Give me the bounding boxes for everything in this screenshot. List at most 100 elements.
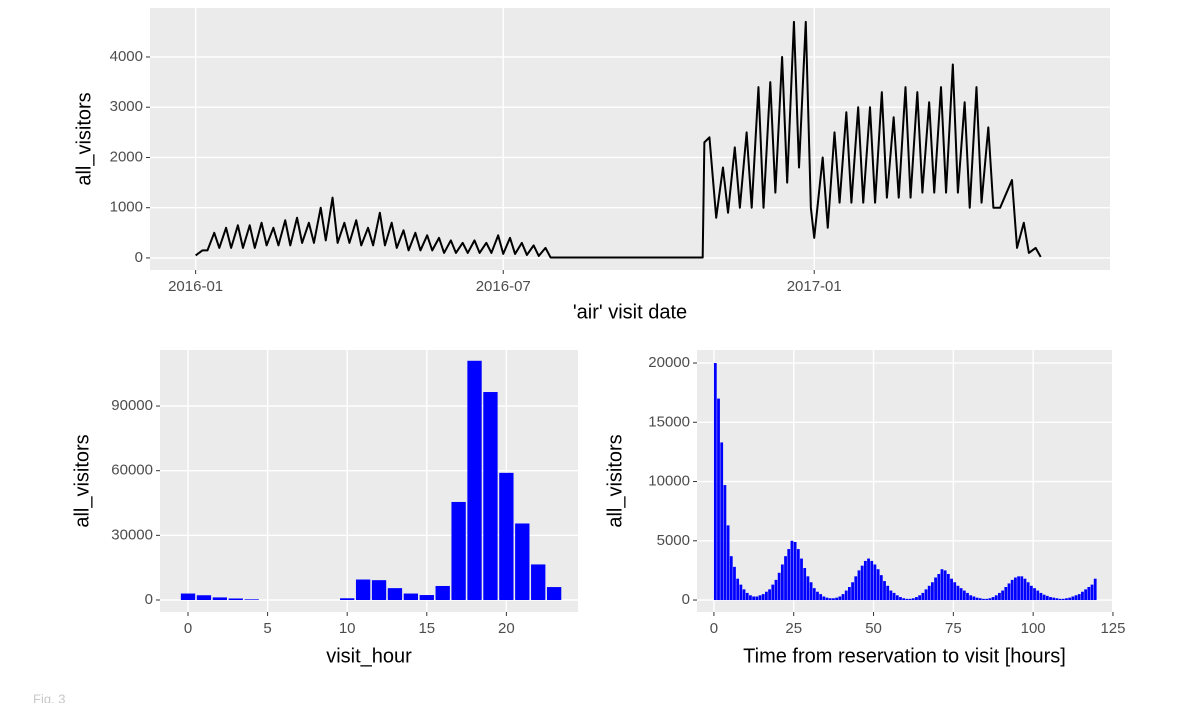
y-tick-label: 3000 (110, 98, 143, 115)
bar (546, 587, 562, 600)
bar (717, 398, 720, 601)
bar (1017, 576, 1020, 601)
bar (761, 594, 765, 601)
bar (244, 599, 259, 600)
bar (838, 596, 842, 601)
bar (196, 595, 212, 600)
x-tick-label: 0 (710, 620, 718, 637)
bar (924, 589, 928, 601)
bar (1087, 586, 1091, 601)
bar (340, 598, 355, 600)
x-tick-label: 75 (945, 620, 962, 637)
x-tick-label: 2016-01 (168, 278, 223, 295)
bar (787, 549, 791, 601)
bar (451, 501, 466, 600)
x-axis-title: Time from reservation to visit [hours] (743, 645, 1066, 667)
bar (975, 597, 979, 601)
bar (937, 573, 941, 601)
bar (825, 597, 829, 601)
bar (1090, 584, 1094, 601)
bar (994, 595, 998, 601)
x-tick-label: 10 (339, 620, 356, 637)
bar (969, 595, 973, 601)
x-tick-label: 2016-07 (476, 278, 531, 295)
bar (1023, 578, 1027, 601)
bar (780, 564, 784, 601)
y-tick-label: 2000 (110, 148, 143, 165)
bar (1061, 598, 1065, 601)
bar (930, 582, 934, 601)
bar (892, 592, 896, 601)
bar (927, 585, 931, 601)
bar (1058, 598, 1062, 601)
bar (822, 596, 826, 601)
bar (959, 588, 963, 601)
bar (889, 590, 893, 601)
bar (1042, 594, 1046, 601)
bar (499, 472, 514, 600)
bar (749, 595, 752, 601)
bar (1093, 578, 1097, 601)
bar (819, 594, 823, 601)
y-axis-title: all_visitors (73, 92, 95, 185)
bar (742, 589, 746, 601)
bar (863, 560, 867, 601)
bar (895, 595, 899, 601)
y-tick-label: 15000 (648, 413, 690, 430)
x-tick-label: 100 (1021, 620, 1046, 637)
bar (1004, 586, 1008, 601)
x-tick-label: 2017-01 (787, 278, 842, 295)
bar (777, 572, 781, 601)
bar (972, 596, 976, 601)
y-tick-label: 1000 (110, 199, 143, 216)
bar (985, 598, 989, 601)
bar (1010, 579, 1014, 601)
bar (419, 595, 434, 600)
bar (784, 556, 787, 601)
bar (978, 598, 982, 601)
x-tick-label: 50 (865, 620, 882, 637)
y-tick-label: 30000 (111, 526, 153, 543)
bar (1071, 596, 1075, 601)
bar (873, 564, 877, 601)
bar (943, 570, 947, 601)
x-axis-title: 'air' visit date (573, 301, 687, 323)
bar (752, 596, 756, 601)
bar (809, 582, 813, 601)
x-tick-label: 20 (498, 620, 515, 637)
bar (1081, 591, 1084, 601)
bar (915, 597, 918, 601)
bar (908, 598, 912, 601)
bar (531, 564, 546, 600)
bar (828, 598, 832, 601)
bar (1052, 597, 1056, 601)
bar (832, 598, 835, 601)
bar (883, 581, 886, 601)
y-tick-label: 5000 (657, 532, 690, 549)
bar (736, 578, 740, 601)
y-tick-label: 60000 (111, 462, 153, 479)
bar (911, 598, 915, 601)
bar (764, 591, 768, 601)
bar (812, 588, 816, 601)
bar (387, 588, 403, 600)
bar (899, 597, 902, 601)
bar (723, 485, 727, 601)
bar (1029, 585, 1033, 601)
bar (870, 560, 874, 601)
y-tick-label: 0 (145, 591, 153, 608)
bar (774, 579, 778, 601)
bar (1007, 583, 1011, 601)
bar (467, 360, 482, 600)
bar (729, 556, 733, 601)
bar (713, 363, 717, 601)
bar (905, 598, 909, 601)
bar (1036, 590, 1040, 601)
bar (950, 578, 953, 601)
bar (739, 584, 743, 601)
bar (1068, 597, 1072, 601)
bar (918, 595, 922, 601)
y-tick-label: 4000 (110, 48, 143, 65)
caption: Fig. 3 (33, 691, 66, 703)
bar (726, 525, 730, 601)
